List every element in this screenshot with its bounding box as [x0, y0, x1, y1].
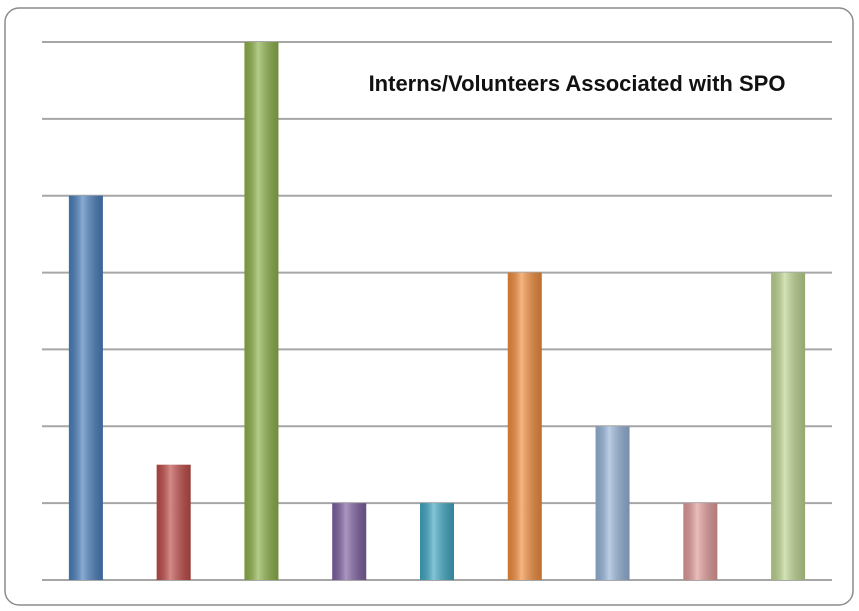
bar-shine — [683, 503, 718, 580]
bar-shine — [595, 426, 630, 580]
bar-shine — [420, 503, 454, 580]
bar-shine — [771, 272, 806, 580]
bar-shine — [68, 195, 103, 580]
bar-shine — [507, 272, 542, 580]
bar-shine — [332, 503, 367, 580]
chart-border — [4, 7, 854, 606]
chart-title: Interns/Volunteers Associated with SPO — [369, 71, 786, 96]
bar-shine — [156, 464, 191, 580]
bar-shine — [244, 42, 279, 580]
